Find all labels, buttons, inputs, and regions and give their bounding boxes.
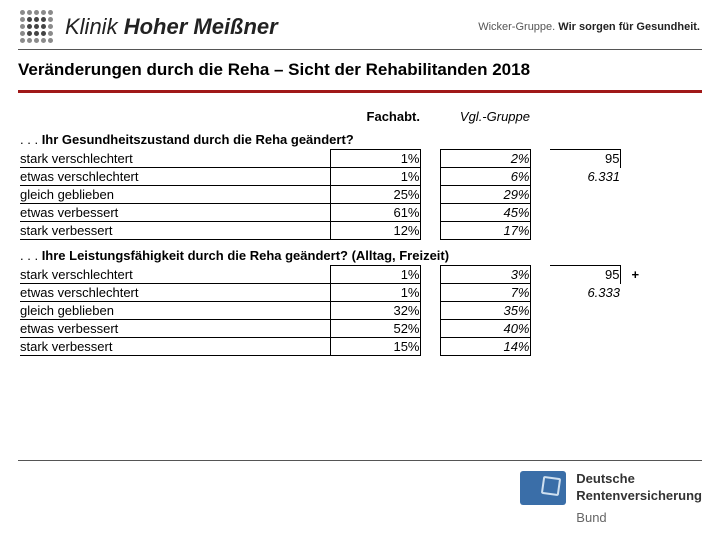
table-row: gleich geblieben 25% 29% — [20, 186, 650, 204]
table-row: etwas verbessert 61% 45% — [20, 204, 650, 222]
tagline-slogan: Wir sorgen für Gesundheit. — [558, 21, 700, 33]
table-row: etwas verschlechtert 1% 7% 6.333 — [20, 284, 650, 302]
table-q1: stark verschlechtert 1% 2% 95 etwas vers… — [20, 149, 650, 240]
cell-vgl: 2% — [440, 150, 530, 168]
tagline-group: Wicker-Gruppe. — [478, 21, 555, 33]
drv-bund: Bund — [576, 510, 702, 526]
header: Klinik Hoher Meißner Wicker-Gruppe. Wir … — [0, 0, 720, 49]
cell-plus: + — [620, 266, 650, 284]
q2-text: Ihre Leistungsfähigkeit durch die Reha g… — [42, 248, 449, 263]
cell-fachabt: 1% — [330, 150, 420, 168]
drv-brand: Deutsche Rentenversicherung Bund — [520, 471, 702, 526]
clinic-dot-logo — [20, 10, 53, 43]
drv-line2: Rentenversicherung — [576, 488, 702, 503]
cell-n: 95 — [550, 266, 620, 284]
column-headers: Fachabt. Vgl.-Gruppe — [20, 109, 700, 124]
cell-n2: 6.333 — [550, 284, 620, 302]
table-row: stark verschlechtert 1% 3% 95 + — [20, 266, 650, 284]
table-row: stark verbessert 12% 17% — [20, 222, 650, 240]
row-label: stark verschlechtert — [20, 150, 330, 168]
question-2: . . . Ihre Leistungsfähigkeit durch die … — [20, 248, 700, 263]
tagline: Wicker-Gruppe. Wir sorgen für Gesundheit… — [478, 21, 700, 33]
question-1: . . . Ihr Gesundheitszustand durch die R… — [20, 132, 700, 147]
cell-n2: 6.331 — [550, 168, 620, 186]
cell-n: 95 — [550, 150, 620, 168]
clinic-name: Klinik Hoher Meißner — [65, 14, 278, 40]
table-row: stark verschlechtert 1% 2% 95 — [20, 150, 650, 168]
clinic-name-light: Klinik — [65, 14, 118, 39]
q1-prefix: . . . — [20, 132, 38, 147]
q2-prefix: . . . — [20, 248, 38, 263]
table-row: etwas verschlechtert 1% 6% 6.331 — [20, 168, 650, 186]
footer: Deutsche Rentenversicherung Bund — [18, 460, 702, 526]
drv-text: Deutsche Rentenversicherung Bund — [576, 471, 702, 526]
drv-logo-icon — [520, 471, 566, 505]
table-row: stark verbessert 15% 14% — [20, 338, 650, 356]
clinic-name-bold: Hoher Meißner — [124, 14, 278, 39]
table-row: gleich geblieben 32% 35% — [20, 302, 650, 320]
table-q2: stark verschlechtert 1% 3% 95 + etwas ve… — [20, 265, 650, 356]
drv-line1: Deutsche — [576, 471, 635, 486]
table-row: etwas verbessert 52% 40% — [20, 320, 650, 338]
content: Fachabt. Vgl.-Gruppe . . . Ihr Gesundhei… — [0, 93, 720, 356]
col-vgl: Vgl.-Gruppe — [430, 109, 540, 124]
cell-plus — [620, 150, 650, 168]
q1-text: Ihr Gesundheitszustand durch die Reha ge… — [42, 132, 354, 147]
col-fachabt: Fachabt. — [330, 109, 430, 124]
page-title: Veränderungen durch die Reha – Sicht der… — [0, 50, 720, 84]
